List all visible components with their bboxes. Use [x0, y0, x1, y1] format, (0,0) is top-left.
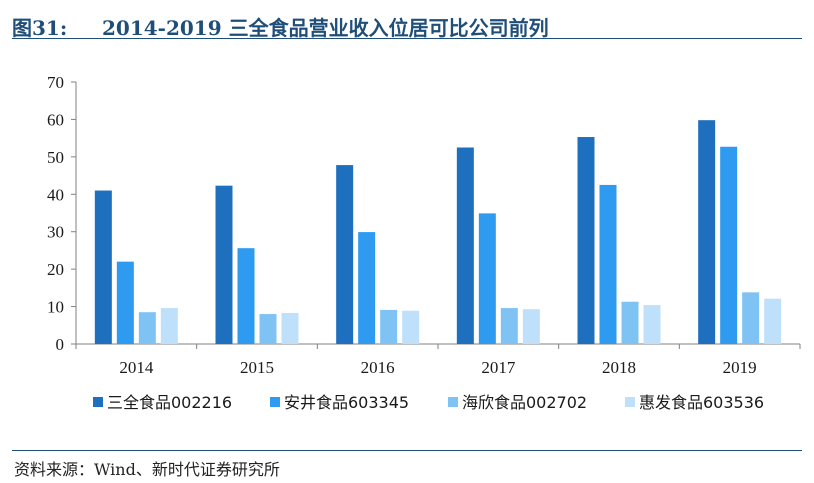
source-note: 资料来源：Wind、新时代证券研究所 — [14, 460, 280, 479]
y-tick-label: 20 — [47, 260, 64, 279]
bar-chart: 0 10 20 30 40 50 60 70 2014 2015 2016 2017 2018 2019 三… — [47, 73, 801, 412]
y-tick-label: 10 — [47, 298, 64, 317]
figure-title: 2014-2019 三全食品营业收入位居可比公司前列 — [102, 16, 549, 40]
x-tick-label: 2014 — [119, 358, 154, 377]
legend-label: 惠发食品603536 — [639, 393, 764, 412]
x-tick-label: 2015 — [240, 358, 274, 377]
figure-number: 图31: — [12, 16, 68, 40]
x-tick-label: 2017 — [481, 358, 516, 377]
bar — [643, 305, 661, 344]
legend-swatch — [270, 397, 280, 407]
bar — [698, 120, 716, 344]
legend-swatch — [448, 397, 458, 407]
x-tick-label: 2018 — [602, 358, 636, 377]
bar — [358, 232, 376, 344]
bar — [599, 184, 617, 344]
x-tick-label: 2019 — [723, 358, 757, 377]
y-tick-label: 60 — [47, 110, 64, 129]
bar — [456, 147, 474, 344]
legend-swatch — [93, 397, 103, 407]
bar — [720, 146, 738, 344]
y-tick-label: 30 — [47, 223, 64, 242]
bar — [522, 309, 540, 344]
bar — [94, 190, 112, 344]
bar — [742, 292, 760, 344]
bar — [336, 165, 354, 344]
y-tick-label: 0 — [56, 335, 65, 354]
source-divider — [12, 450, 802, 451]
bar — [621, 301, 639, 344]
legend-label: 三全食品002216 — [107, 393, 232, 412]
bar — [138, 312, 156, 344]
bar — [237, 248, 255, 344]
y-tick-label: 40 — [47, 185, 64, 204]
bar — [160, 308, 178, 344]
legend-label: 安井食品603345 — [284, 393, 409, 412]
y-tick-label: 70 — [47, 73, 64, 92]
bar — [380, 309, 398, 344]
bar — [281, 312, 299, 344]
bar — [116, 261, 134, 344]
bar — [259, 314, 277, 344]
y-tick-label: 50 — [47, 148, 64, 167]
bar — [577, 137, 595, 344]
bar — [215, 185, 233, 344]
bar — [478, 213, 496, 344]
bar — [500, 308, 518, 344]
legend-label: 海欣食品002702 — [462, 393, 587, 412]
x-tick-label: 2016 — [361, 358, 395, 377]
bar — [402, 310, 420, 344]
bar — [764, 298, 782, 344]
legend-swatch — [625, 397, 635, 407]
figure-title-bar: 图31: 2014-2019 三全食品营业收入位居可比公司前列 — [12, 8, 802, 40]
